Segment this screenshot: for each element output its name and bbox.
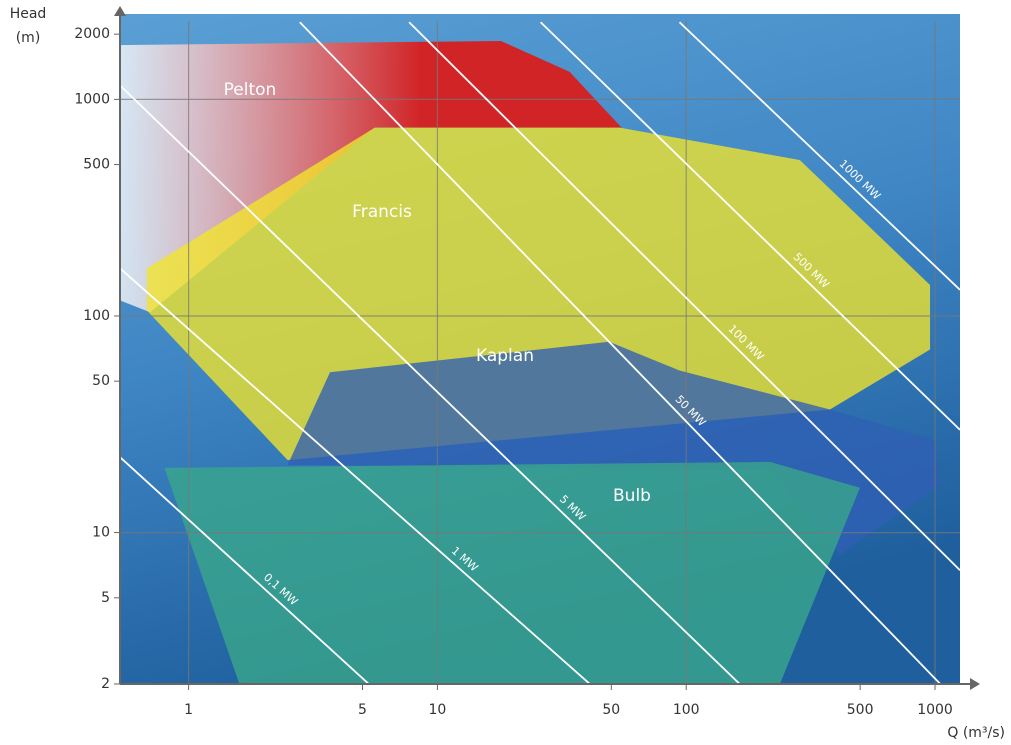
power-line [678,21,960,291]
x-axis-arrow [970,678,980,690]
power-line [408,21,960,571]
y-axis-arrow [114,6,126,16]
power-line [299,21,941,684]
y-tick-label: 5 [101,590,110,606]
power-line [120,456,370,684]
x-axis-label: Q (m³/s) [947,725,1005,741]
x-tick-label: 1000 [917,702,953,718]
region [287,341,941,555]
y-tick-label: 10 [92,525,110,541]
region-label: Bulb [613,486,651,506]
region-label: Kaplan [476,346,534,366]
x-tick-label: 10 [428,702,446,718]
x-tick-label: 50 [602,702,620,718]
y-tick-label: 1000 [74,91,110,107]
x-tick-label: 5 [358,702,367,718]
power-line [540,21,960,431]
y-tick-label: 100 [83,308,110,324]
power-line [120,267,591,684]
y-tick-label: 50 [92,373,110,389]
region-label: Francis [352,202,412,222]
y-tick-label: 2000 [74,26,110,42]
power-line [120,84,741,684]
y-axis-label: (m) [16,30,41,46]
x-tick-label: 100 [673,702,700,718]
y-tick-label: 500 [83,157,110,173]
x-tick-label: 500 [847,702,874,718]
y-axis-label: Head [10,6,47,22]
x-tick-label: 1 [184,702,193,718]
region-label: Pelton [224,80,277,100]
y-tick-label: 2 [101,676,110,692]
